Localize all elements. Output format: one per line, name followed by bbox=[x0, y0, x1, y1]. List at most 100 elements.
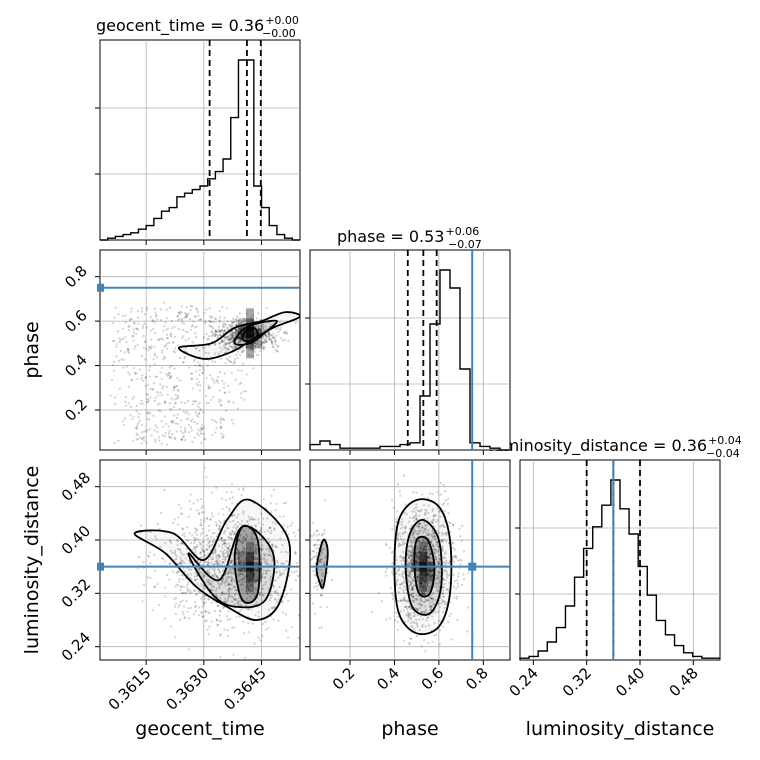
sample-point bbox=[423, 527, 426, 531]
sample-point bbox=[428, 572, 431, 575]
sample-point bbox=[228, 536, 231, 539]
sample-point bbox=[402, 556, 405, 559]
sample-point bbox=[399, 543, 402, 546]
sample-point bbox=[232, 345, 235, 348]
sample-point bbox=[208, 582, 211, 586]
sample-point bbox=[178, 356, 182, 359]
sample-point bbox=[207, 352, 210, 355]
sample-point bbox=[181, 336, 184, 340]
sample-point bbox=[245, 534, 248, 537]
sample-point bbox=[255, 551, 258, 554]
sample-point bbox=[459, 563, 462, 566]
sample-point bbox=[171, 421, 174, 424]
density-cell bbox=[246, 541, 254, 552]
sample-point bbox=[203, 466, 206, 469]
sample-point bbox=[233, 334, 237, 337]
sample-point bbox=[273, 605, 276, 608]
sample-point bbox=[427, 576, 430, 579]
sample-point bbox=[235, 323, 238, 326]
sample-point bbox=[198, 401, 201, 404]
sample-point bbox=[407, 612, 410, 615]
sample-point bbox=[254, 543, 258, 547]
sample-point bbox=[436, 573, 439, 576]
sample-point bbox=[417, 602, 420, 606]
sample-point bbox=[419, 509, 422, 513]
sample-point bbox=[197, 434, 200, 437]
sample-point bbox=[170, 397, 173, 400]
sample-point bbox=[408, 563, 411, 566]
sample-point bbox=[180, 401, 183, 404]
sample-point bbox=[396, 483, 399, 486]
sample-point bbox=[438, 582, 441, 585]
sample-point bbox=[223, 542, 226, 546]
sample-point bbox=[146, 400, 149, 404]
sample-point bbox=[326, 606, 329, 609]
sample-point bbox=[284, 330, 287, 333]
sample-point bbox=[271, 558, 274, 561]
sample-point bbox=[410, 582, 413, 585]
sample-point bbox=[216, 557, 219, 560]
sample-point bbox=[432, 591, 435, 595]
sample-point bbox=[223, 538, 227, 542]
sample-point bbox=[214, 431, 217, 434]
sample-point bbox=[445, 571, 448, 574]
sample-point bbox=[111, 322, 115, 325]
sample-point bbox=[413, 529, 417, 532]
sample-point bbox=[312, 534, 315, 537]
sample-point bbox=[432, 544, 435, 547]
sample-point bbox=[211, 567, 214, 571]
sample-point bbox=[419, 598, 422, 601]
sample-point bbox=[209, 535, 213, 538]
sample-point bbox=[154, 311, 157, 314]
sample-point bbox=[428, 595, 431, 598]
sample-point bbox=[422, 586, 425, 589]
sample-point bbox=[401, 531, 405, 534]
sample-point bbox=[424, 590, 427, 593]
sample-point bbox=[441, 534, 444, 537]
sample-point bbox=[222, 332, 225, 335]
sample-point bbox=[236, 521, 240, 524]
sample-point bbox=[263, 340, 266, 343]
sample-point bbox=[186, 583, 189, 586]
sample-point bbox=[184, 429, 187, 432]
sample-point bbox=[422, 588, 425, 591]
sample-point bbox=[278, 515, 282, 518]
sample-point bbox=[225, 307, 228, 310]
sample-point bbox=[299, 524, 300, 527]
sample-point bbox=[415, 556, 418, 559]
sample-point bbox=[427, 557, 431, 560]
sample-point bbox=[223, 530, 227, 533]
sample-point bbox=[391, 594, 395, 597]
sample-point bbox=[228, 355, 232, 358]
sample-point bbox=[225, 506, 228, 509]
sample-point bbox=[268, 540, 272, 543]
sample-point bbox=[412, 535, 416, 538]
sample-point bbox=[201, 601, 204, 604]
sample-point bbox=[403, 599, 406, 602]
sample-point bbox=[183, 592, 186, 595]
sample-point bbox=[250, 584, 253, 587]
sample-point bbox=[177, 584, 180, 587]
sample-point bbox=[148, 427, 152, 431]
sample-point bbox=[153, 399, 157, 403]
sample-point bbox=[230, 577, 233, 580]
sample-point bbox=[133, 347, 136, 350]
sample-point bbox=[261, 576, 264, 579]
sample-point bbox=[311, 550, 314, 553]
sample-point bbox=[241, 588, 244, 591]
sample-point bbox=[420, 591, 423, 594]
sample-point bbox=[153, 585, 156, 589]
sample-point bbox=[287, 636, 290, 639]
sample-point bbox=[421, 525, 424, 528]
sample-point bbox=[262, 347, 265, 350]
sample-point bbox=[237, 369, 240, 372]
sample-point bbox=[402, 580, 405, 583]
sample-point bbox=[181, 527, 185, 530]
sample-point bbox=[232, 422, 235, 425]
sample-point bbox=[189, 309, 192, 312]
sample-point bbox=[282, 524, 285, 527]
sample-point bbox=[399, 583, 402, 586]
sample-point bbox=[418, 539, 421, 542]
sample-point bbox=[423, 512, 427, 515]
sample-point bbox=[414, 530, 417, 534]
